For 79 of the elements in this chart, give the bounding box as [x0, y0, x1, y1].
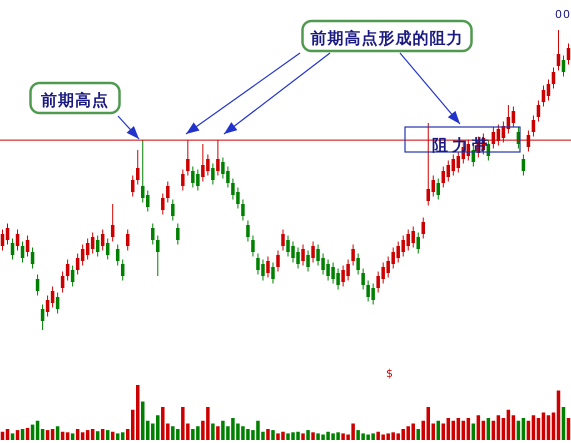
candlestick — [552, 67, 556, 89]
candlestick — [66, 259, 70, 281]
candlestick — [306, 250, 310, 272]
candlestick — [241, 199, 245, 221]
candlestick — [251, 235, 255, 257]
candlestick — [436, 178, 440, 200]
candlestick — [56, 292, 60, 314]
bar — [26, 428, 30, 440]
bar — [271, 430, 275, 440]
candlestick — [351, 244, 355, 266]
candlestick — [566, 43, 570, 65]
candlestick — [130, 175, 134, 197]
bar — [211, 424, 215, 440]
text: 00 — [555, 8, 571, 21]
candlestick — [361, 268, 365, 290]
bar — [56, 426, 60, 440]
candlestick — [311, 241, 315, 263]
bar — [416, 429, 420, 440]
bar — [472, 424, 476, 440]
bar — [110, 432, 114, 440]
candlestick — [126, 229, 130, 251]
candlestick — [116, 244, 120, 266]
bar — [436, 420, 440, 440]
bar — [311, 432, 315, 440]
candlestick — [110, 204, 114, 242]
candlestick — [301, 244, 305, 266]
candlestick — [96, 235, 100, 257]
candlestick — [356, 253, 360, 275]
candlestick — [10, 238, 14, 260]
candlestick — [246, 220, 250, 242]
candlestick — [562, 55, 566, 77]
candlestick — [171, 199, 175, 221]
bar — [100, 429, 104, 440]
candlestick — [271, 262, 275, 284]
bar — [16, 430, 20, 440]
bar — [301, 433, 305, 440]
bar — [216, 426, 220, 440]
bar — [20, 429, 24, 440]
candlestick — [40, 304, 44, 330]
candlestick — [16, 229, 20, 251]
candlestick — [211, 163, 215, 185]
candlestick — [532, 115, 536, 137]
bar — [70, 433, 74, 440]
candlestick — [276, 250, 280, 272]
text: $ — [386, 366, 394, 380]
bar — [306, 430, 310, 440]
bar — [10, 433, 14, 440]
bar — [266, 429, 270, 440]
candlestick — [36, 274, 40, 296]
candlestick — [556, 30, 560, 71]
candlestick — [156, 235, 160, 276]
candlestick — [166, 181, 170, 203]
bar — [96, 431, 100, 440]
candlestick — [281, 229, 285, 251]
candlestick — [421, 217, 425, 239]
bar — [106, 430, 110, 440]
candlestick — [176, 223, 180, 245]
candlestick — [266, 256, 270, 278]
candlestick — [100, 229, 104, 251]
candlestick — [181, 169, 185, 191]
candlestick — [60, 271, 64, 293]
candlestick — [416, 232, 420, 254]
candlestick — [30, 247, 34, 269]
candlestick — [161, 193, 165, 215]
candlestick — [536, 100, 540, 122]
annotation: 阻力带 — [432, 136, 492, 155]
candlestick — [120, 259, 124, 281]
candlestick — [136, 150, 140, 185]
bar — [566, 418, 570, 440]
annotation: 前期高点形成的阻力 — [310, 28, 464, 48]
candlestick — [20, 241, 24, 263]
candlestick — [151, 223, 155, 245]
annotation: 前期高点 — [40, 90, 109, 110]
candlestick — [70, 265, 74, 287]
bar — [562, 407, 566, 440]
bar — [486, 418, 490, 440]
candlestick — [26, 235, 30, 257]
candlestick — [106, 238, 110, 260]
candlestick — [522, 154, 526, 176]
